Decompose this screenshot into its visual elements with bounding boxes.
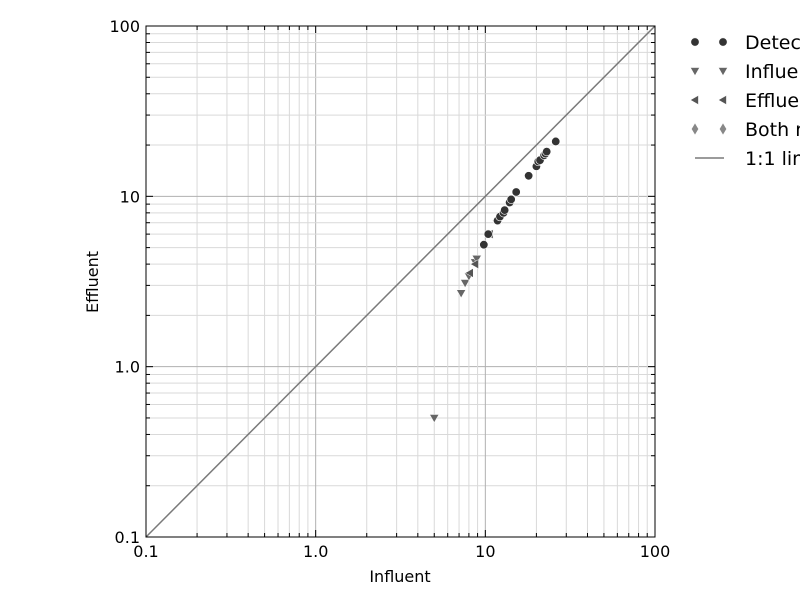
- legend-item-both-nondetect: Both r: [691, 119, 800, 141]
- grid: [146, 26, 655, 537]
- data-point-circle: [511, 187, 521, 197]
- data-point-circle: [500, 205, 510, 215]
- data-point-circle: [551, 136, 561, 146]
- x-tick-label: 0.1: [133, 542, 158, 561]
- legend-marker-right: [719, 122, 727, 136]
- x-axis-title: Influent: [369, 567, 430, 586]
- legend-item-detected: Detec: [690, 32, 800, 54]
- legend-circle-marker: [690, 37, 728, 47]
- legend-diamond-marker: [691, 122, 727, 136]
- y-tick-label: 10: [120, 187, 140, 206]
- one-to-one-line: [145, 25, 656, 538]
- legend-label: Both r: [745, 119, 800, 141]
- legend-marker-left: [689, 94, 699, 106]
- legend-marker-left: [689, 67, 701, 77]
- legend-marker-right: [717, 94, 727, 106]
- plot-area-frame: [145, 25, 656, 538]
- y-tick-label: 100: [109, 17, 140, 36]
- data-point-circle: [524, 171, 534, 181]
- x-tick-label: 100: [640, 542, 671, 561]
- data-point-triangle-down: [471, 255, 482, 264]
- data-point-triangle-down: [460, 279, 471, 289]
- data-point-circle: [542, 147, 552, 157]
- data-point-circle: [483, 229, 493, 239]
- legend: Detec Influe Efflue Both r 1:1 lin: [689, 32, 800, 170]
- x-tick-label: 1.0: [303, 542, 328, 561]
- legend-label: Influe: [745, 61, 798, 83]
- axis-ticks: [145, 26, 655, 538]
- data-point-triangle-down: [456, 289, 467, 299]
- legend-item-influent-nondetect: Influe: [689, 61, 798, 83]
- data-point-circle: [506, 194, 516, 204]
- legend-marker-left: [690, 37, 700, 47]
- data-point-triangle-left: [469, 259, 479, 270]
- legend-marker-right: [718, 37, 728, 47]
- data-point-triangle-down: [429, 414, 440, 424]
- legend-item-effluent-nondetect: Efflue: [689, 90, 799, 112]
- y-tick-label: 1.0: [115, 358, 140, 377]
- legend-label: Detec: [745, 32, 800, 54]
- data-point-circle: [479, 240, 489, 250]
- legend-item-one-to-one-line: 1:1 lin: [695, 148, 800, 170]
- data-point-triangle-left: [464, 267, 474, 278]
- y-tick-label: 0.1: [115, 528, 140, 547]
- x-tick-label: 10: [475, 542, 495, 561]
- legend-label: 1:1 lin: [745, 148, 800, 170]
- legend-triangle-left-marker: [689, 94, 727, 106]
- legend-triangle-down-marker: [689, 67, 729, 77]
- y-axis-title: Effluent: [83, 251, 102, 313]
- data-points: [429, 136, 561, 424]
- legend-label: Efflue: [745, 90, 799, 112]
- legend-marker-right: [717, 67, 729, 77]
- legend-marker-left: [691, 122, 699, 136]
